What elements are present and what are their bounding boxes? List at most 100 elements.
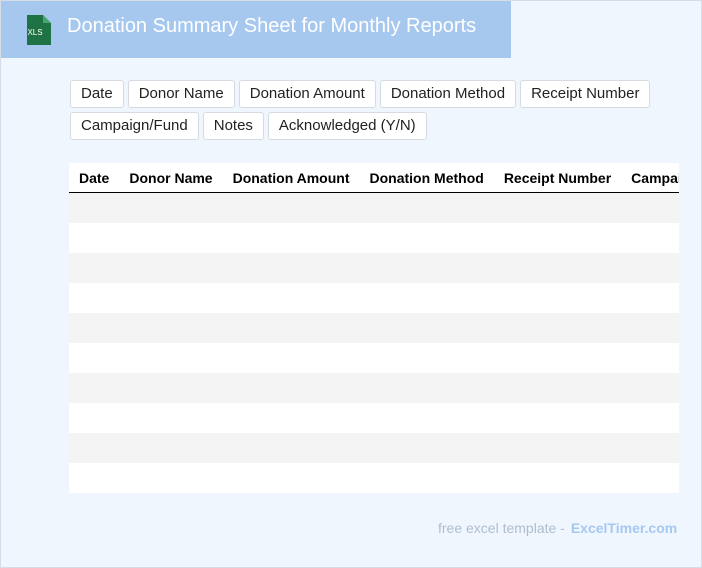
table-cell <box>119 373 222 403</box>
table-cell <box>621 403 679 433</box>
xls-icon: XLS <box>27 15 51 45</box>
table-head: Date Donor Name Donation Amount Donation Me… <box>69 163 679 193</box>
tag[interactable]: Donor Name <box>127 80 235 108</box>
table-cell <box>69 283 119 313</box>
table-cell <box>119 283 222 313</box>
table-cell <box>119 343 222 373</box>
table-cell <box>494 373 621 403</box>
table-cell <box>360 373 494 403</box>
table-cell <box>360 223 494 253</box>
table-cell <box>119 253 222 283</box>
table-cell <box>360 193 494 223</box>
table-cell <box>119 433 222 463</box>
footer-text: free excel template - <box>438 520 565 536</box>
table-cell <box>621 313 679 343</box>
table-row <box>69 462 679 493</box>
table-cell <box>494 343 621 373</box>
table-body <box>69 192 679 493</box>
table-row <box>69 402 679 433</box>
icon-fold <box>43 15 51 23</box>
table-cell <box>69 463 119 493</box>
table: Date Donor Name Donation Amount Donation Me… <box>69 163 679 493</box>
table-cell <box>223 313 360 343</box>
table-cell <box>360 253 494 283</box>
column-header: Donation Amount <box>222 163 360 193</box>
table-cell <box>119 223 222 253</box>
table-cell <box>360 313 494 343</box>
title: Donation Summary Sheet for Monthly Repor… <box>67 15 477 37</box>
table-cell <box>223 373 360 403</box>
table-row <box>69 222 679 253</box>
table-cell <box>223 403 360 433</box>
column-header: Donor Name <box>119 163 223 193</box>
table-cell <box>360 433 494 463</box>
table-cell <box>119 313 222 343</box>
header: XLS Donation Summary Sheet for Monthly R… <box>1 1 511 58</box>
tag[interactable]: Acknowledged (Y/N) <box>267 112 427 140</box>
table-cell <box>494 283 621 313</box>
column-header: Campaign/Fund <box>621 163 679 193</box>
table-cell <box>69 253 119 283</box>
column-header: Receipt Number <box>493 163 622 193</box>
table-cell <box>494 433 621 463</box>
column-header: Date <box>69 163 120 193</box>
table-cell <box>69 343 119 373</box>
tag[interactable]: Campaign/Fund <box>70 112 199 140</box>
table-cell <box>621 373 679 403</box>
tag[interactable]: Date <box>70 80 124 108</box>
table-cell <box>494 403 621 433</box>
table-cell <box>119 193 222 223</box>
table-cell <box>223 343 360 373</box>
table-cell <box>119 463 222 493</box>
tag[interactable]: Donation Method <box>379 80 517 108</box>
table-row <box>69 372 679 403</box>
table-cell <box>69 223 119 253</box>
table-cell <box>621 193 679 223</box>
table-cell <box>494 313 621 343</box>
table-cell <box>69 433 119 463</box>
table-cell <box>223 433 360 463</box>
table-cell <box>223 223 360 253</box>
tag-list: Date Donor Name Donation Amount Donation Me… <box>70 80 660 140</box>
table-cell <box>69 313 119 343</box>
footer-link[interactable]: ExcelTimer.com <box>570 520 678 536</box>
table-row <box>69 312 679 343</box>
icon-label: XLS <box>27 28 42 37</box>
tag[interactable]: Receipt Number <box>520 80 651 108</box>
table-cell <box>69 193 119 223</box>
table-cell <box>621 463 679 493</box>
table-cell <box>360 463 494 493</box>
table-cell <box>223 193 360 223</box>
column-header: Donation Method <box>359 163 494 193</box>
table-cell <box>494 253 621 283</box>
table-cell <box>69 403 119 433</box>
table-row <box>69 342 679 373</box>
tag[interactable]: Donation Amount <box>238 80 376 108</box>
table-cell <box>621 253 679 283</box>
table-cell <box>494 223 621 253</box>
table-row <box>69 282 679 313</box>
table-cell <box>494 193 621 223</box>
table-row <box>69 432 679 463</box>
table-cell <box>621 223 679 253</box>
table-cell <box>223 463 360 493</box>
table-cell <box>223 253 360 283</box>
table-cell <box>621 343 679 373</box>
header-row: Date Donor Name Donation Amount Donation Me… <box>69 163 679 193</box>
footer: free excel template - ExcelTimer.com <box>438 520 677 536</box>
table-cell <box>119 403 222 433</box>
table-row <box>69 252 679 283</box>
table-cell <box>360 403 494 433</box>
table-row <box>69 192 679 223</box>
table-wrap: Date Donor Name Donation Amount Donation Me… <box>69 163 679 493</box>
table-cell <box>621 283 679 313</box>
table-cell <box>360 343 494 373</box>
table-cell <box>494 463 621 493</box>
tag[interactable]: Notes <box>202 112 264 140</box>
table-cell <box>223 283 360 313</box>
table-cell <box>69 373 119 403</box>
table-cell <box>621 433 679 463</box>
